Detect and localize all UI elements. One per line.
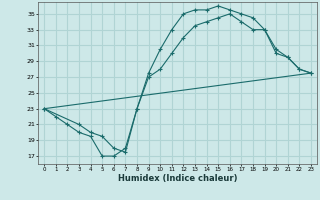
- X-axis label: Humidex (Indice chaleur): Humidex (Indice chaleur): [118, 174, 237, 183]
